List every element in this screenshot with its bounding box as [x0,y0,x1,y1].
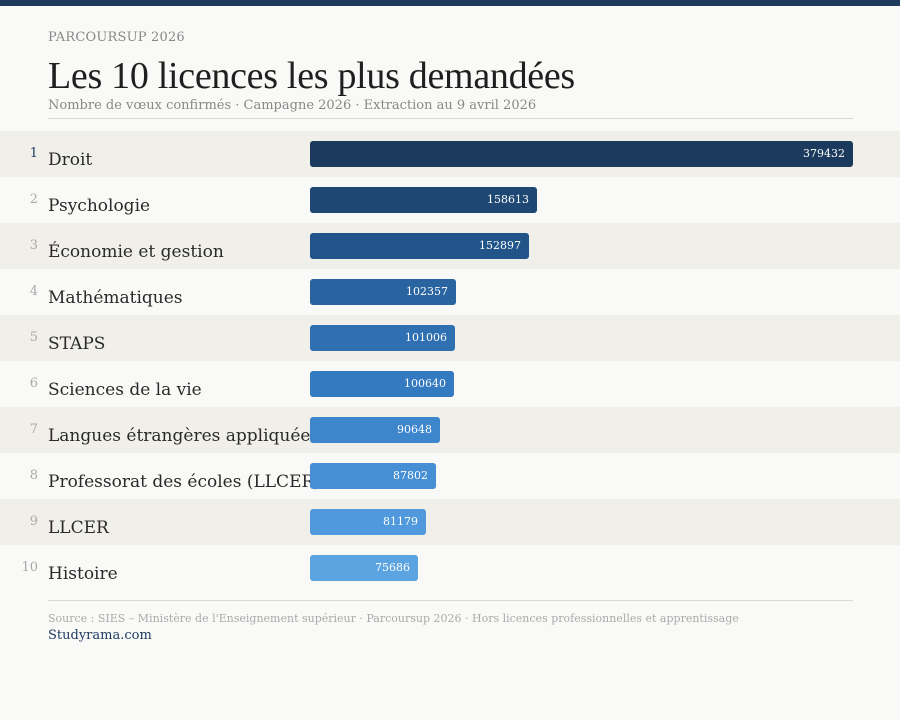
bar: 101006 [310,325,455,351]
chart-subtitle: Nombre de vœux confirmés · Campagne 2026… [48,98,537,113]
category-label: Psychologie [48,196,151,216]
category-label: STAPS [48,334,106,354]
bar: 81179 [310,509,426,535]
category-label: Langues étrangères appliquées [48,426,320,446]
chart-row: 5 STAPS 101006 [0,315,900,361]
chart-row: 1 Droit 379432 [0,131,900,177]
chart-title: Les 10 licences les plus demandées [48,55,575,97]
top-accent-bar [0,0,900,6]
category-label: Mathématiques [48,288,183,308]
value-label: 101006 [405,331,447,344]
bar: 75686 [310,555,418,581]
chart-row: 9 LLCER 81179 [0,499,900,545]
value-label: 90648 [397,423,432,436]
category-label: Professorat des écoles (LLCER) [48,472,321,492]
rank-label: 5 [29,330,38,345]
bar: 158613 [310,187,537,213]
chart-row: 8 Professorat des écoles (LLCER) 87802 [0,453,900,499]
rank-label: 9 [29,514,38,529]
bar: 100640 [310,371,454,397]
category-label: LLCER [48,518,109,538]
rank-label: 10 [21,560,38,575]
rank-label: 3 [29,238,38,253]
chart-row: 2 Psychologie 158613 [0,177,900,223]
value-label: 81179 [383,515,418,528]
footer-divider [48,600,853,601]
category-label: Économie et gestion [48,242,224,262]
bar: 87802 [310,463,436,489]
bar: 152897 [310,233,529,259]
rank-label: 8 [29,468,38,483]
chart-row: 6 Sciences de la vie 100640 [0,361,900,407]
chart-row: 7 Langues étrangères appliquées 90648 [0,407,900,453]
brand-link[interactable]: Studyrama.com [48,628,152,643]
value-label: 100640 [404,377,446,390]
source-note: Source : SIES – Ministère de l'Enseignem… [48,612,739,625]
bar: 90648 [310,417,440,443]
rank-label: 4 [29,284,38,299]
category-label: Droit [48,150,93,170]
header-divider [48,118,853,119]
category-label: Histoire [48,564,118,584]
value-label: 379432 [803,147,845,160]
chart-row: 4 Mathématiques 102357 [0,269,900,315]
value-label: 102357 [406,285,448,298]
value-label: 152897 [479,239,521,252]
bar-chart: 1 Droit 379432 2 Psychologie 158613 3 Économie … [0,131,900,591]
value-label: 158613 [487,193,529,206]
value-label: 75686 [375,561,410,574]
bar: 102357 [310,279,456,305]
rank-label: 2 [29,192,38,207]
eyebrow-label: PARCOURSUP 2026 [48,30,185,45]
category-label: Sciences de la vie [48,380,202,400]
rank-label: 7 [29,422,38,437]
rank-label: 6 [29,376,38,391]
value-label: 87802 [393,469,428,482]
bar: 379432 [310,141,853,167]
chart-row: 3 Économie et gestion 152897 [0,223,900,269]
rank-label: 1 [29,146,38,161]
chart-row: 10 Histoire 75686 [0,545,900,591]
